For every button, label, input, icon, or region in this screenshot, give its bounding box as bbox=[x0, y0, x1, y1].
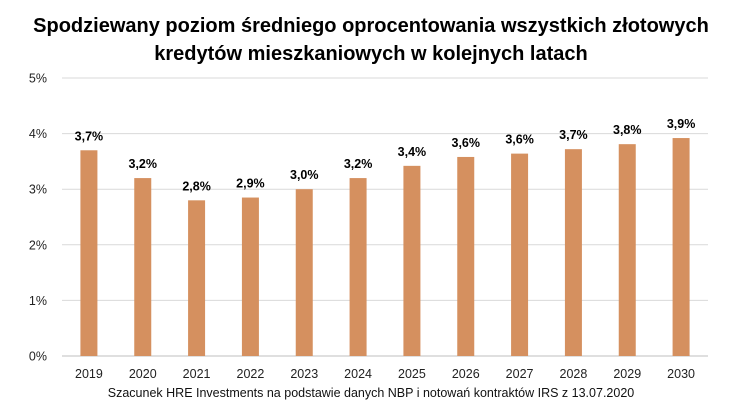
x-tick-label: 2026 bbox=[452, 367, 480, 381]
bar bbox=[80, 150, 98, 356]
chart-title: Spodziewany poziom średniego oprocentowa… bbox=[0, 12, 742, 68]
bar bbox=[349, 178, 367, 356]
data-label: 3,6% bbox=[452, 136, 481, 150]
bar bbox=[403, 165, 421, 356]
data-label: 3,8% bbox=[613, 123, 642, 137]
bar bbox=[564, 149, 582, 356]
y-tick-label: 2% bbox=[29, 238, 47, 252]
data-label: 2,8% bbox=[182, 179, 211, 193]
bar-chart: 0% 1% 2% 3% 4% 5% 3,7% 2019 3,2% 2020 2,8% 2021 2,9%… bbox=[29, 72, 708, 381]
chart-title-line-2: kredytów mieszkaniowych w kolejnych lata… bbox=[154, 43, 588, 65]
x-tick-label: 2027 bbox=[506, 367, 534, 381]
bar bbox=[295, 189, 313, 356]
x-tick-label: 2028 bbox=[560, 367, 588, 381]
data-label: 3,2% bbox=[129, 157, 158, 171]
y-tick-label: 1% bbox=[29, 294, 47, 308]
data-label: 3,4% bbox=[398, 145, 427, 159]
data-label: 3,0% bbox=[290, 168, 319, 182]
y-tick-label: 5% bbox=[29, 72, 47, 86]
y-tick-label: 0% bbox=[29, 350, 47, 364]
bar bbox=[188, 200, 206, 356]
bar bbox=[618, 144, 636, 356]
x-tick-label: 2020 bbox=[129, 367, 157, 381]
data-label: 3,9% bbox=[667, 117, 696, 131]
bar bbox=[241, 197, 259, 356]
y-tick-label: 4% bbox=[29, 127, 47, 141]
source-note: Szacunek HRE Investments na podstawie da… bbox=[107, 386, 635, 400]
data-label: 3,7% bbox=[559, 128, 588, 142]
bar bbox=[511, 153, 529, 356]
x-tick-label: 2021 bbox=[183, 367, 211, 381]
y-tick-label: 3% bbox=[29, 183, 47, 197]
x-tick-label: 2022 bbox=[237, 367, 265, 381]
x-tick-label: 2019 bbox=[75, 367, 103, 381]
bar bbox=[672, 138, 690, 356]
x-tick-label: 2023 bbox=[290, 367, 318, 381]
x-tick-label: 2029 bbox=[613, 367, 641, 381]
data-label: 2,9% bbox=[236, 177, 265, 191]
x-tick-label: 2024 bbox=[344, 367, 372, 381]
chart-title-line-1: Spodziewany poziom średniego oprocentowa… bbox=[33, 15, 709, 37]
bar bbox=[457, 156, 475, 356]
data-label: 3,7% bbox=[75, 129, 104, 143]
data-label: 3,6% bbox=[505, 133, 534, 147]
bar bbox=[134, 178, 152, 356]
x-tick-label: 2025 bbox=[398, 367, 426, 381]
data-label: 3,2% bbox=[344, 157, 373, 171]
x-tick-label: 2030 bbox=[667, 367, 695, 381]
